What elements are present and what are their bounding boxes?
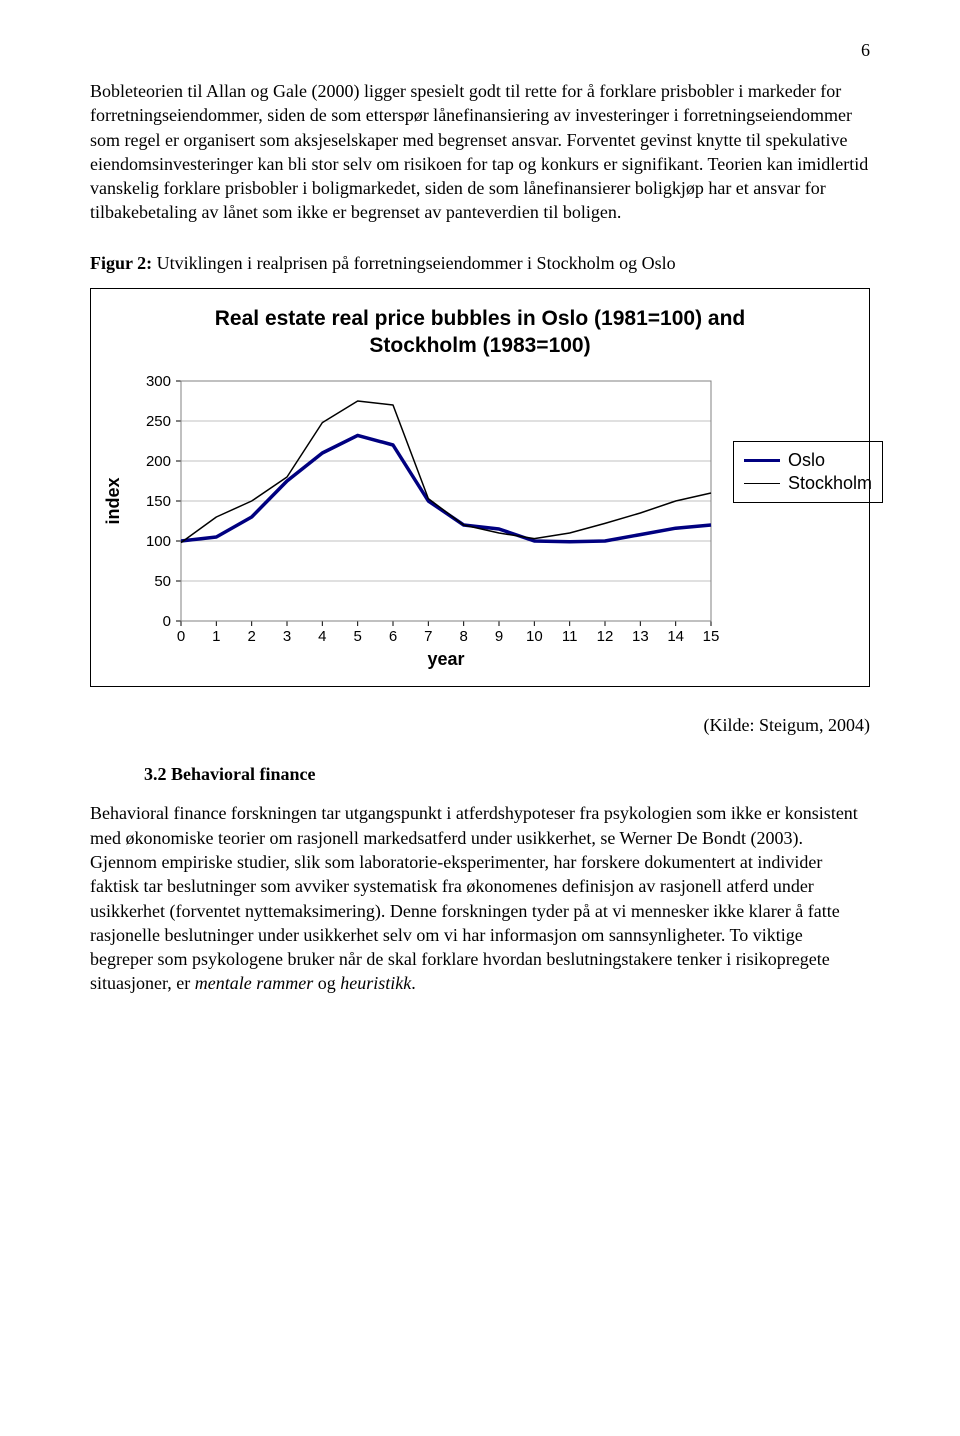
svg-text:11: 11 [562, 628, 578, 645]
chart-legend: OsloStockholm [733, 441, 883, 503]
svg-text:12: 12 [597, 628, 614, 645]
svg-text:9: 9 [495, 628, 503, 645]
svg-text:15: 15 [703, 628, 720, 645]
line-chart: 0501001502002503000123456789101112131415… [101, 371, 721, 671]
legend-label: Stockholm [788, 473, 872, 494]
chart-source: (Kilde: Steigum, 2004) [90, 715, 870, 736]
chart-title: Real estate real price bubbles in Oslo (… [101, 305, 859, 360]
paragraph-1: Bobleteorien til Allan og Gale (2000) li… [90, 79, 870, 225]
page: 6 Bobleteorien til Allan og Gale (2000) … [0, 0, 960, 1084]
svg-text:100: 100 [146, 533, 171, 550]
figure-caption: Figur 2: Utviklingen i realprisen på for… [90, 253, 870, 274]
svg-text:index: index [103, 478, 123, 525]
svg-text:6: 6 [389, 628, 397, 645]
para2-c: . [411, 973, 416, 993]
figure-caption-text: Utviklingen i realprisen på forretningse… [157, 253, 676, 273]
svg-text:300: 300 [146, 373, 171, 390]
legend-swatch [744, 483, 780, 484]
para2-italic2: heuristikk [340, 973, 411, 993]
svg-text:10: 10 [526, 628, 543, 645]
paragraph-2: Behavioral finance forskningen tar utgan… [90, 801, 870, 995]
svg-text:5: 5 [353, 628, 361, 645]
svg-text:14: 14 [667, 628, 684, 645]
legend-item: Stockholm [744, 473, 872, 494]
legend-swatch [744, 459, 780, 462]
legend-label: Oslo [788, 450, 825, 471]
para2-b: og [313, 973, 340, 993]
section-heading: 3.2 Behavioral finance [144, 764, 870, 785]
svg-text:3: 3 [283, 628, 291, 645]
svg-text:200: 200 [146, 453, 171, 470]
page-number: 6 [90, 40, 870, 61]
svg-text:50: 50 [154, 573, 171, 590]
svg-text:7: 7 [424, 628, 432, 645]
chart-title-line1: Real estate real price bubbles in Oslo (… [215, 307, 745, 330]
svg-text:250: 250 [146, 413, 171, 430]
svg-text:13: 13 [632, 628, 649, 645]
chart-svg-wrap: 0501001502002503000123456789101112131415… [101, 371, 721, 676]
chart-row: 0501001502002503000123456789101112131415… [101, 371, 859, 676]
figure-label: Figur 2: [90, 253, 152, 273]
para2-a: Behavioral finance forskningen tar utgan… [90, 803, 858, 993]
svg-text:4: 4 [318, 628, 326, 645]
svg-text:8: 8 [459, 628, 467, 645]
chart-title-line2: Stockholm (1983=100) [369, 334, 590, 357]
svg-text:0: 0 [177, 628, 185, 645]
svg-text:0: 0 [163, 613, 171, 630]
chart-container: Real estate real price bubbles in Oslo (… [90, 288, 870, 688]
svg-text:150: 150 [146, 493, 171, 510]
svg-text:1: 1 [212, 628, 220, 645]
para2-italic1: mentale rammer [195, 973, 313, 993]
svg-text:2: 2 [247, 628, 255, 645]
svg-text:year: year [427, 649, 464, 669]
legend-item: Oslo [744, 450, 872, 471]
